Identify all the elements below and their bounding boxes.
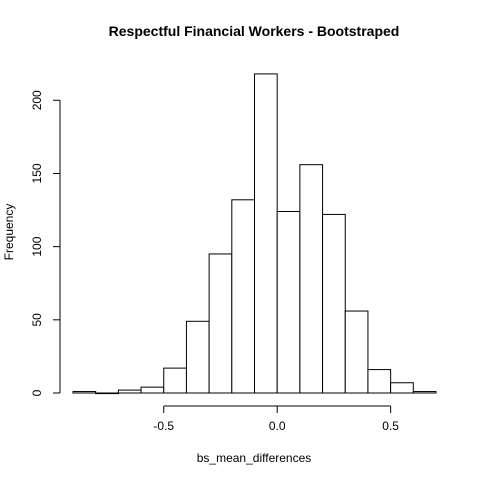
- chart-title: Respectful Financial Workers - Bootstrap…: [109, 23, 400, 39]
- histogram-bar: [390, 382, 414, 394]
- histogram-bar: [72, 391, 97, 394]
- histogram-bar: [412, 391, 437, 394]
- y-tick-label: 200: [30, 90, 44, 110]
- histogram-bar: [344, 310, 369, 394]
- x-axis: -0.5 0.0 0.5: [153, 405, 399, 433]
- histogram-bar: [163, 367, 187, 394]
- x-tick-label: -0.5: [153, 419, 174, 433]
- histogram-bar: [185, 320, 210, 394]
- y-tick-label: 100: [30, 236, 44, 256]
- x-tick-label: 0.0: [269, 419, 286, 433]
- x-tick-label: 0.5: [382, 419, 399, 433]
- y-axis-label: Frequency: [2, 204, 16, 261]
- y-tick-label: 50: [30, 313, 44, 327]
- y-tick-label: 0: [30, 389, 44, 396]
- histogram-bar: [95, 392, 119, 395]
- histogram-bar: [254, 73, 278, 394]
- histogram-bar: [231, 199, 255, 394]
- y-tick-label: 150: [30, 163, 44, 183]
- x-axis-label: bs_mean_differences: [197, 451, 312, 465]
- histogram-bar: [367, 369, 392, 394]
- bars-group: [72, 73, 437, 395]
- histogram-bar: [299, 164, 324, 394]
- histogram-bar: [208, 253, 233, 394]
- histogram-bar: [322, 213, 346, 394]
- histogram-bar: [117, 389, 142, 394]
- histogram-bar: [276, 211, 301, 394]
- y-axis: 0 50 100 150 200: [30, 90, 61, 396]
- histogram-bar: [140, 386, 165, 394]
